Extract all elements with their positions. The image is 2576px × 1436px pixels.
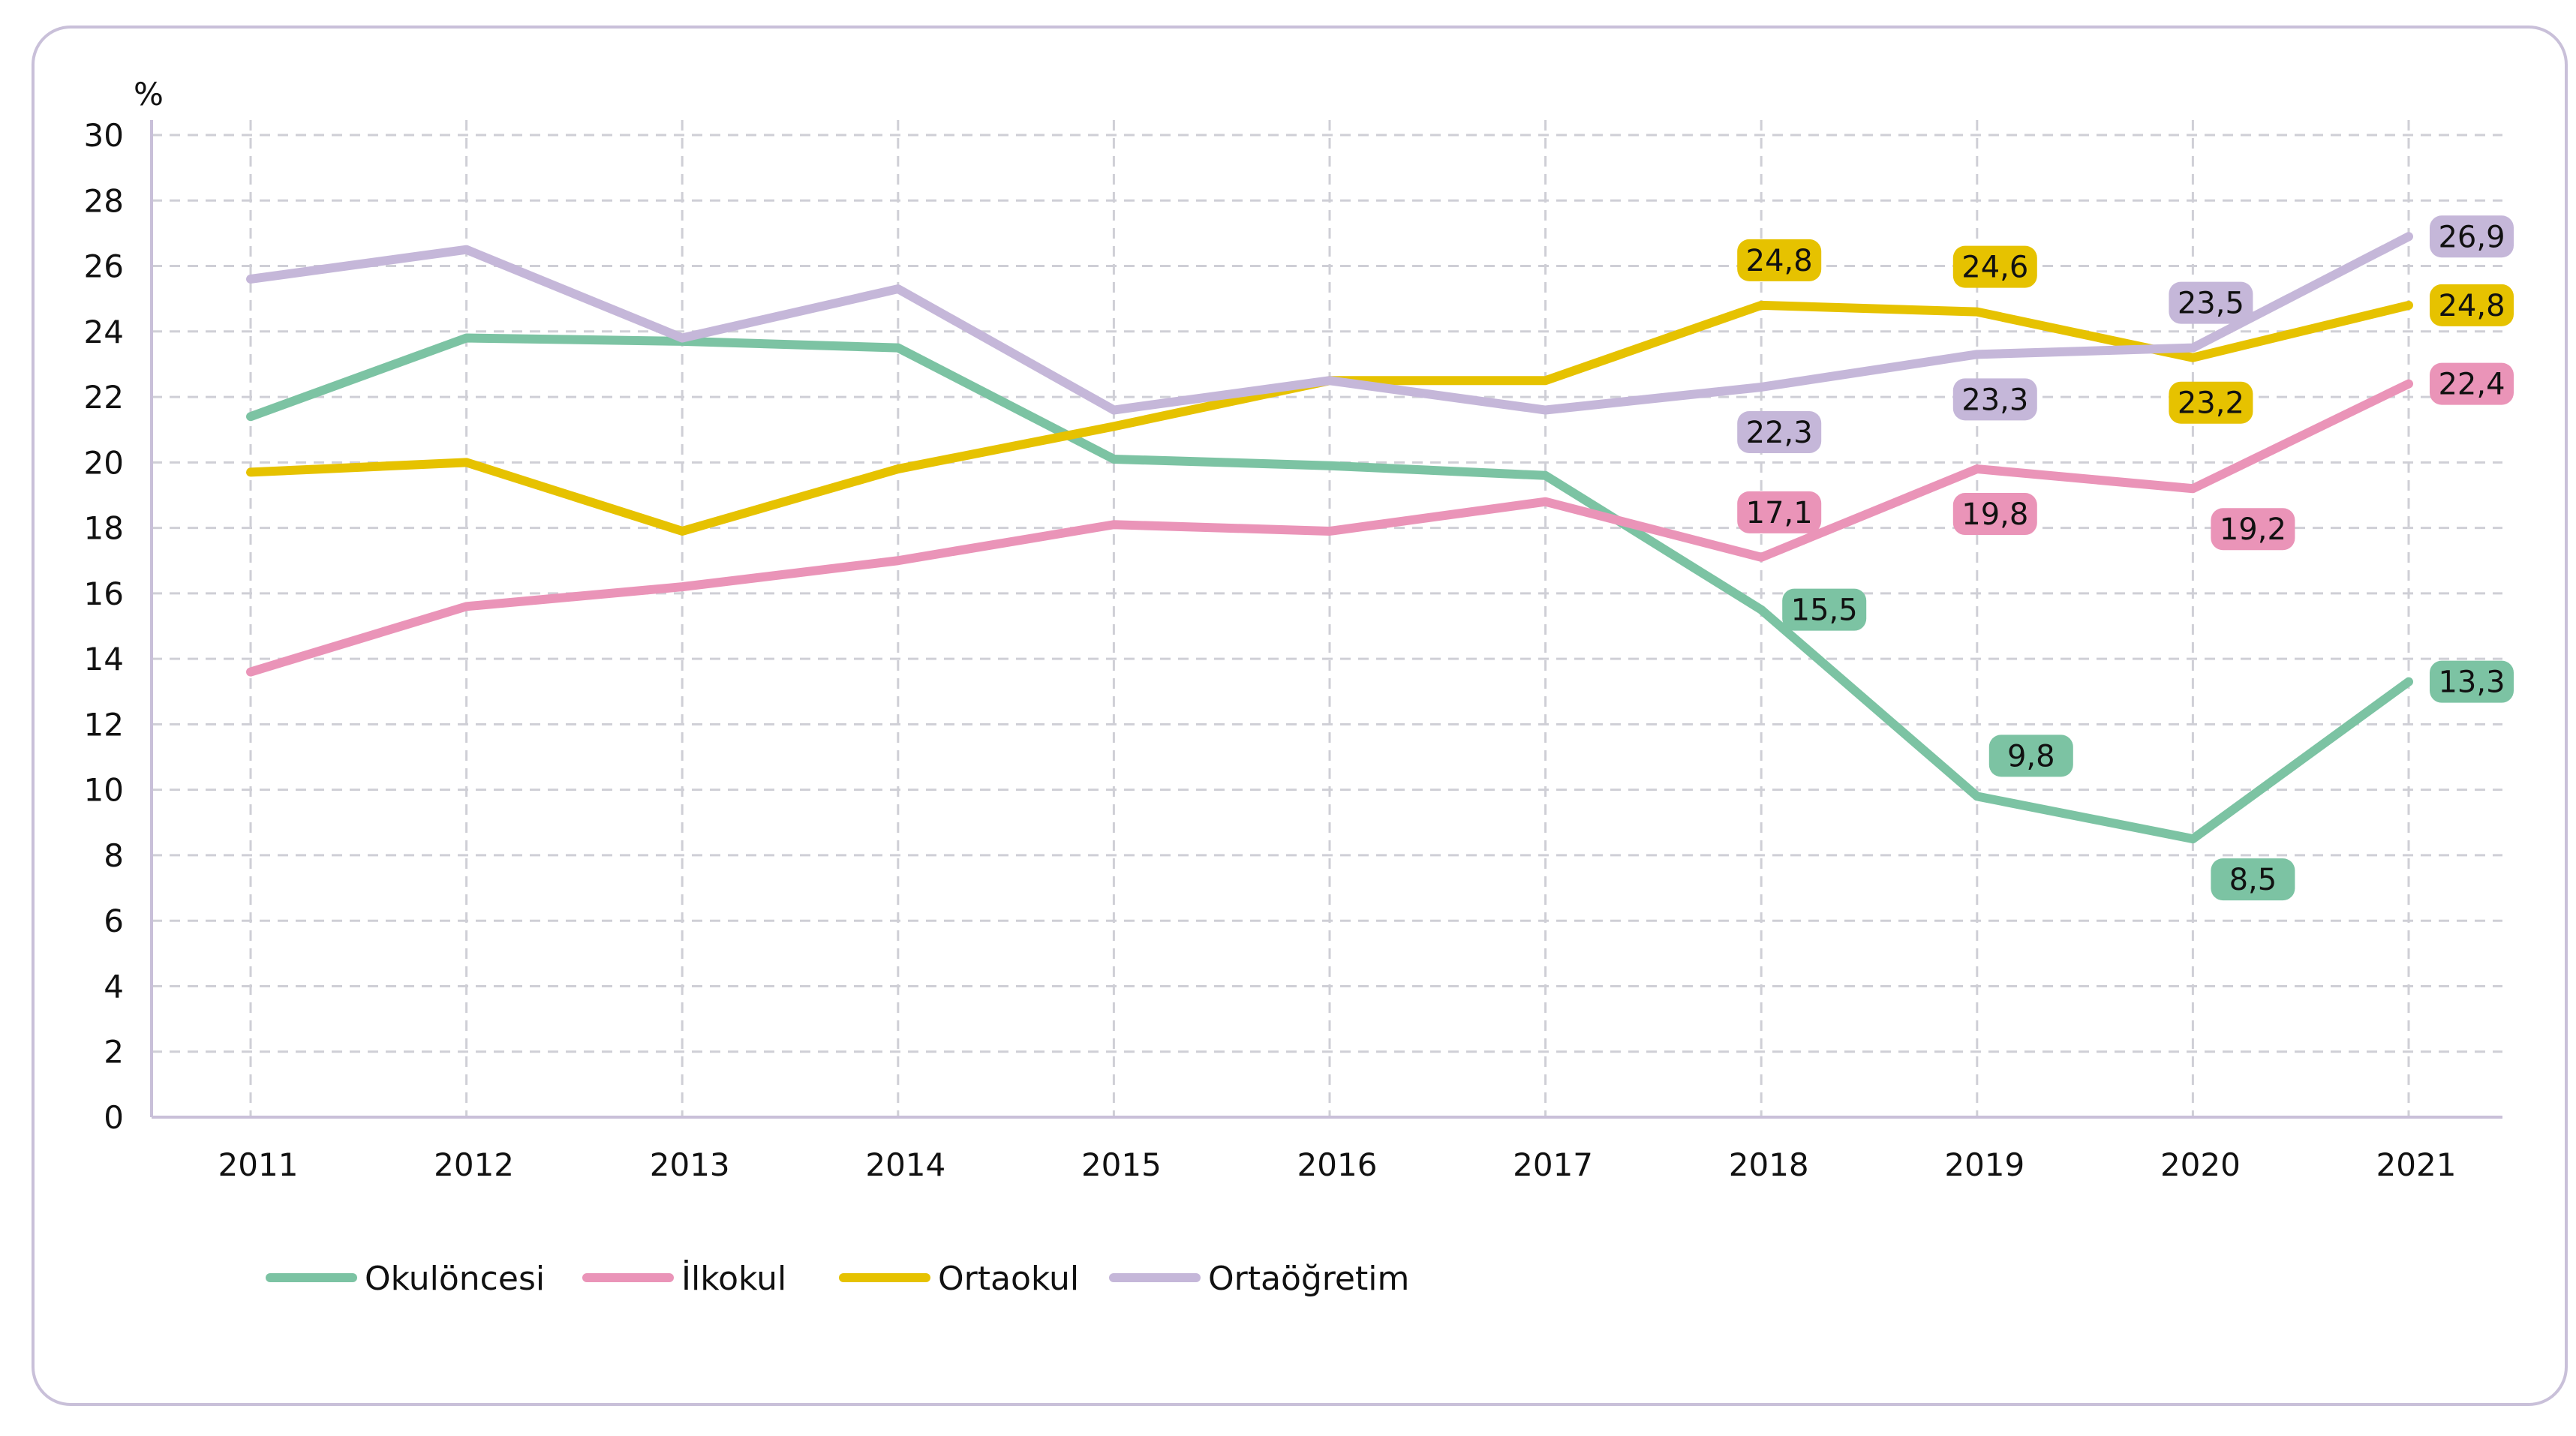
legend-label: Ortaokul (938, 1260, 1079, 1298)
y-tick-label: 4 (104, 968, 124, 1005)
y-tick-label: 0 (104, 1099, 124, 1136)
data-label-text: 9,8 (2007, 739, 2055, 774)
data-label-text: 23,5 (2178, 287, 2244, 321)
x-tick-label: 2013 (650, 1146, 730, 1183)
data-label: 23,5 (2169, 281, 2253, 324)
y-tick-label: 14 (84, 641, 124, 677)
data-label: 8,5 (2211, 858, 2295, 901)
legend-item: İlkokul (582, 1259, 786, 1298)
y-tick-label: 22 (84, 379, 124, 416)
data-label: 22,3 (1737, 410, 1822, 453)
data-label: 19,8 (1952, 493, 2037, 536)
data-label: 26,9 (2430, 215, 2514, 258)
y-tick-label: 18 (84, 510, 124, 547)
x-tick-label: 2019 (1944, 1146, 2024, 1183)
data-label-badge (2169, 381, 2253, 424)
data-label-badge (2211, 508, 2295, 551)
data-label: 13,3 (2430, 660, 2514, 703)
data-label-text: 19,2 (2220, 512, 2286, 547)
y-tick-label: 2 (104, 1034, 124, 1071)
data-label: 23,2 (2169, 381, 2253, 424)
data-label-text: 24,8 (1746, 244, 1813, 278)
y-tick-label: 28 (84, 182, 124, 219)
x-tick-label: 2016 (1297, 1146, 1378, 1183)
data-label-text: 13,3 (2438, 665, 2505, 700)
x-tick-label: 2014 (865, 1146, 945, 1183)
legend-label: İlkokul (681, 1259, 786, 1298)
y-tick-label: 24 (84, 314, 124, 350)
data-label: 24,8 (1737, 239, 1822, 281)
data-label-badge (2211, 858, 2295, 901)
data-label-badge (1988, 735, 2073, 777)
data-label: 19,2 (2211, 508, 2295, 551)
data-label-text: 22,3 (1746, 416, 1813, 450)
chart-frame (32, 26, 2568, 1406)
y-tick-label: 10 (84, 772, 124, 809)
data-label-badge (1952, 493, 2037, 536)
data-label-badge (2430, 284, 2514, 326)
data-label-text: 17,1 (1746, 496, 1813, 530)
y-tick-label: 20 (84, 444, 124, 481)
legend-item: Ortaokul (839, 1260, 1079, 1298)
y-tick-label: 8 (104, 837, 124, 874)
y-tick-label: 26 (84, 248, 124, 285)
data-label: 24,6 (1952, 245, 2037, 288)
data-label-text: 26,9 (2438, 220, 2505, 254)
x-tick-label: 2020 (2160, 1146, 2241, 1183)
y-axis-label: % (134, 76, 164, 113)
data-label-text: 8,5 (2229, 863, 2277, 897)
series-lines (246, 232, 2413, 844)
data-label: 17,1 (1737, 491, 1822, 533)
y-tick-label: 30 (84, 117, 124, 154)
y-tick-label: 6 (104, 903, 124, 939)
data-label-badge (1782, 588, 1867, 631)
data-label-text: 24,8 (2438, 289, 2505, 323)
data-label-badge (1737, 239, 1822, 281)
x-tick-label: 2021 (2376, 1146, 2457, 1183)
data-label-badge (2430, 215, 2514, 258)
data-label-badge (1952, 378, 2037, 421)
y-tick-label: 12 (84, 706, 124, 743)
x-tick-label: 2011 (218, 1146, 299, 1183)
series-line-4 (246, 232, 2413, 415)
data-label-badge (2430, 362, 2514, 405)
data-label-badge (1737, 410, 1822, 453)
legend: Okulöncesi İlkokul Ortaokul Ortaöğretim (266, 1259, 1409, 1298)
legend-label: Ortaöğretim (1208, 1260, 1409, 1298)
legend-label: Okulöncesi (365, 1260, 545, 1298)
data-label-text: 15,5 (1791, 593, 1858, 628)
x-tick-label: 2015 (1081, 1146, 1162, 1183)
data-label-badge (2430, 660, 2514, 703)
series-line-2 (246, 379, 2413, 677)
series-line-1 (246, 333, 2413, 844)
legend-item: Okulöncesi (266, 1260, 545, 1298)
data-label: 9,8 (1988, 735, 2073, 777)
data-label: 22,4 (2430, 362, 2514, 405)
y-tick-label: 16 (84, 575, 124, 612)
x-tick-label: 2018 (1729, 1146, 1809, 1183)
x-tick-label: 2012 (434, 1146, 514, 1183)
data-labels: 15,5 9,8 8,5 13,3 17,1 19,8 19,2 22,4 24,8 24,6 23… (1737, 215, 2514, 901)
data-label-text: 19,8 (1961, 497, 2028, 532)
data-label: 15,5 (1782, 588, 1867, 631)
data-label-text: 23,2 (2178, 386, 2244, 421)
x-tick-label: 2017 (1513, 1146, 1593, 1183)
data-label-badge (2169, 281, 2253, 324)
legend-item: Ortaöğretim (1109, 1260, 1409, 1298)
data-label-badge (1737, 491, 1822, 533)
data-label-text: 23,3 (1961, 383, 2028, 417)
data-label-badge (1952, 245, 2037, 288)
data-label-text: 24,6 (1961, 251, 2028, 285)
data-label-text: 22,4 (2438, 368, 2505, 402)
data-label: 24,8 (2430, 284, 2514, 326)
data-label: 23,3 (1952, 378, 2037, 421)
